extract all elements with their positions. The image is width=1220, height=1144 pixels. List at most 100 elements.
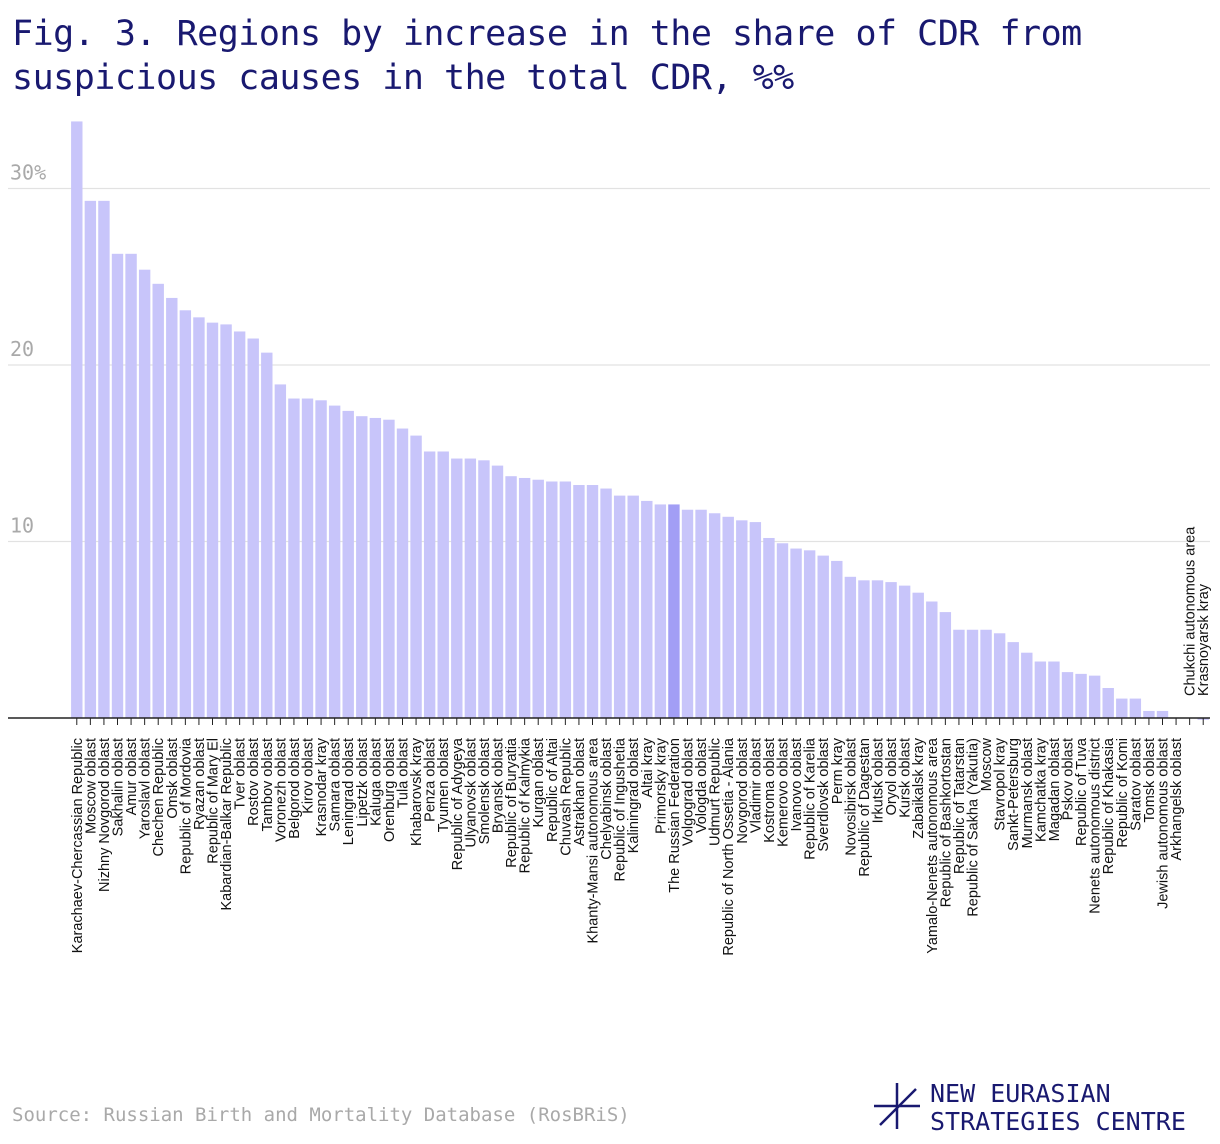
category-label: Krasnoyarsk kray (1196, 583, 1212, 696)
bar (681, 509, 694, 718)
bar (627, 495, 639, 718)
bar (654, 504, 667, 718)
nesc-logo-icon (874, 1083, 920, 1129)
category-label: Sakhalin oblast (111, 738, 127, 836)
category-label: Leningrad oblast (341, 738, 357, 845)
category-label: Kaluga oblast (368, 738, 384, 826)
bar (844, 576, 857, 718)
category-label: Belgorod oblast (287, 738, 303, 839)
category-label: Nenets autonomous district (1088, 738, 1104, 914)
bar (803, 550, 816, 718)
category-label: Republic of Komi (1115, 738, 1131, 848)
category-label: Republic of Mary El (206, 738, 222, 864)
bar (193, 317, 205, 718)
bar (437, 451, 449, 718)
bar (953, 629, 965, 718)
bar (885, 582, 897, 718)
bar (220, 324, 232, 718)
bar (505, 476, 517, 718)
bar (84, 200, 97, 719)
category-label: Saratov oblast (1128, 738, 1144, 831)
category-label: Voronezh oblast (273, 738, 289, 842)
bar (261, 352, 273, 718)
bar (559, 481, 572, 718)
bar (858, 580, 870, 718)
bar (817, 555, 829, 718)
bar (138, 269, 151, 718)
category-label: Republic of Kalmykia (518, 737, 534, 873)
bar (776, 543, 789, 718)
bar (369, 417, 382, 718)
category-label: Jewish autonomous oblast (1156, 738, 1172, 909)
y-tick-label: 20 (10, 337, 34, 361)
category-label: Kamchatka kray (1033, 737, 1049, 842)
category-label: Omsk oblast (165, 738, 181, 819)
category-label: Kirov oblast (301, 738, 317, 814)
category-label: Ryazan oblast (192, 738, 208, 830)
category-label: Republic of Mordovia (178, 737, 194, 874)
bar (1088, 675, 1101, 718)
bar (736, 520, 748, 718)
bar (641, 500, 653, 718)
bar (315, 400, 327, 718)
bar (939, 612, 952, 718)
bar (233, 331, 246, 718)
category-label: Chuvash Republic (558, 738, 574, 856)
category-label: Udmurt Republic (708, 738, 724, 846)
category-label: Moscow (979, 737, 995, 791)
category-label: Kursk oblast (898, 738, 914, 818)
bar (1143, 710, 1155, 718)
category-label: Republic of Tuva (1074, 737, 1090, 846)
bar (464, 458, 477, 718)
category-label: Tver oblast (233, 738, 249, 810)
bar (898, 585, 911, 718)
category-label: Republic of Ingushetia (613, 737, 629, 881)
category-label: Altai kray (640, 737, 656, 797)
category-label: Bryansk oblast (491, 738, 507, 833)
bar (613, 495, 626, 718)
category-label: Republic of Altai (545, 738, 561, 842)
category-label: Tambov oblast (260, 738, 276, 832)
category-label: Zabaikalsk kray (911, 737, 927, 838)
bar (573, 485, 585, 718)
bar (790, 548, 802, 718)
bar (546, 481, 558, 718)
bar (396, 428, 409, 718)
bar (166, 297, 178, 718)
bar (708, 513, 721, 718)
y-tick-label: 10 (10, 514, 34, 538)
bar (179, 310, 192, 718)
bar (1102, 687, 1114, 718)
category-label: Murmansk oblast (1020, 738, 1036, 848)
category-label: Tomsk oblast (1142, 738, 1158, 823)
bar (1021, 652, 1033, 718)
category-label: Novgorod oblast (735, 738, 751, 844)
logo-text-line1: NEW EURASIAN (930, 1079, 1111, 1108)
bar (831, 560, 843, 718)
category-label: Republic of Dagestan (857, 738, 873, 877)
bar (532, 479, 544, 718)
category-label: Republic of North Ossetia - Alania (721, 737, 737, 956)
bar (749, 522, 762, 718)
category-label: Kabardian-Balkar Republic (219, 738, 235, 911)
bar (980, 629, 992, 718)
bar (451, 458, 463, 718)
bar (328, 405, 341, 718)
category-label: Republic of Buryatia (504, 737, 520, 868)
bar (993, 633, 1006, 718)
bar (695, 509, 707, 718)
bar (247, 338, 259, 718)
bar (152, 283, 164, 718)
category-label: Kurgan oblast (531, 738, 547, 827)
bar (871, 580, 884, 718)
category-label: Ulyanovsk oblast (463, 738, 479, 848)
category-label: Moscow oblast (83, 738, 99, 834)
category-label: Republic of Sakha (Yakutia) (966, 738, 982, 917)
bar (383, 419, 395, 718)
bar (111, 253, 124, 718)
category-label: Orenburg oblast (382, 738, 398, 842)
category-label: Volgograd oblast (681, 738, 697, 846)
bar (926, 601, 938, 718)
category-label: Yamalo-Nenets autonomous area (925, 737, 941, 954)
